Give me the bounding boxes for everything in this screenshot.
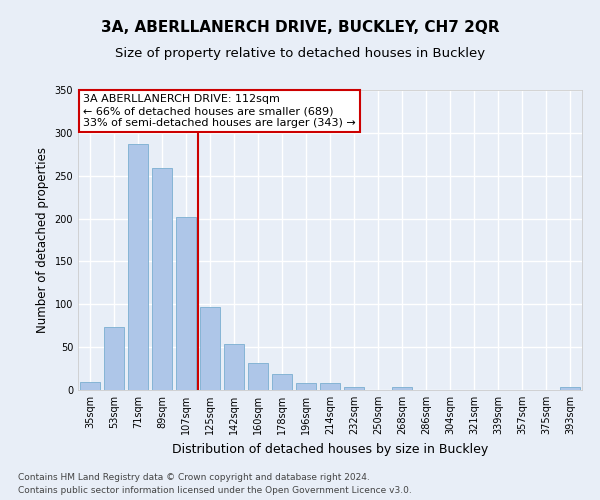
Text: 3A ABERLLANERCH DRIVE: 112sqm
← 66% of detached houses are smaller (689)
33% of : 3A ABERLLANERCH DRIVE: 112sqm ← 66% of d… bbox=[83, 94, 356, 128]
Bar bbox=[344, 386, 364, 390]
Bar bbox=[128, 144, 148, 390]
Text: Contains HM Land Registry data © Crown copyright and database right 2024.: Contains HM Land Registry data © Crown c… bbox=[18, 474, 370, 482]
Bar bbox=[152, 168, 172, 390]
Bar bbox=[80, 382, 100, 390]
Y-axis label: Number of detached properties: Number of detached properties bbox=[36, 147, 49, 333]
X-axis label: Distribution of detached houses by size in Buckley: Distribution of detached houses by size … bbox=[172, 442, 488, 456]
Text: 3A, ABERLLANERCH DRIVE, BUCKLEY, CH7 2QR: 3A, ABERLLANERCH DRIVE, BUCKLEY, CH7 2QR bbox=[101, 20, 499, 35]
Text: Contains public sector information licensed under the Open Government Licence v3: Contains public sector information licen… bbox=[18, 486, 412, 495]
Bar bbox=[248, 362, 268, 390]
Bar bbox=[392, 386, 412, 390]
Bar bbox=[176, 217, 196, 390]
Bar bbox=[200, 307, 220, 390]
Bar bbox=[320, 383, 340, 390]
Text: Size of property relative to detached houses in Buckley: Size of property relative to detached ho… bbox=[115, 48, 485, 60]
Bar bbox=[296, 383, 316, 390]
Bar bbox=[104, 328, 124, 390]
Bar bbox=[224, 344, 244, 390]
Bar bbox=[560, 388, 580, 390]
Bar bbox=[272, 374, 292, 390]
